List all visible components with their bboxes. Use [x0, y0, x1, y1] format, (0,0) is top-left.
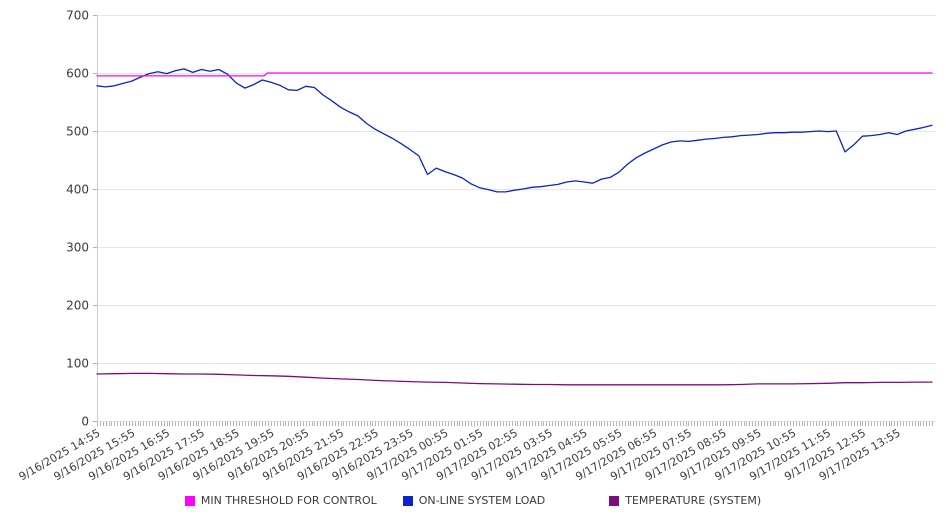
- series-line-on-line-system-load: [96, 68, 933, 193]
- y-axis-label: 500: [66, 125, 89, 139]
- y-axis-label: 300: [66, 241, 89, 255]
- y-axis-label: 0: [81, 415, 89, 429]
- legend-item-temperature: TEMPERATURE (SYSTEM): [609, 494, 761, 507]
- legend-label-system-load: ON-LINE SYSTEM LOAD: [418, 494, 546, 507]
- legend-label-min-threshold: MIN THRESHOLD FOR CONTROL: [200, 494, 377, 507]
- legend-swatch-min-threshold-icon: [184, 495, 195, 506]
- legend-swatch-system-load-icon: [402, 495, 413, 506]
- legend-label-temperature: TEMPERATURE (SYSTEM): [625, 494, 762, 507]
- series-line-min-threshold-for-control: [96, 72, 933, 77]
- x-minor-ticks: [97, 421, 933, 426]
- y-axis-label: 400: [66, 183, 89, 197]
- y-axis-label: 700: [66, 9, 89, 23]
- legend-item-system-load: ON-LINE SYSTEM LOAD: [402, 494, 546, 507]
- y-axis-label: 600: [66, 67, 89, 81]
- legend-item-min-threshold: MIN THRESHOLD FOR CONTROL: [184, 494, 377, 507]
- series-line-temperature-system: [96, 372, 933, 386]
- y-axis-label: 200: [66, 299, 89, 313]
- legend-swatch-temperature-icon: [609, 495, 620, 506]
- y-axis-label: 100: [66, 357, 89, 371]
- chart-legend: MIN THRESHOLD FOR CONTROL ON-LINE SYSTEM…: [0, 494, 946, 507]
